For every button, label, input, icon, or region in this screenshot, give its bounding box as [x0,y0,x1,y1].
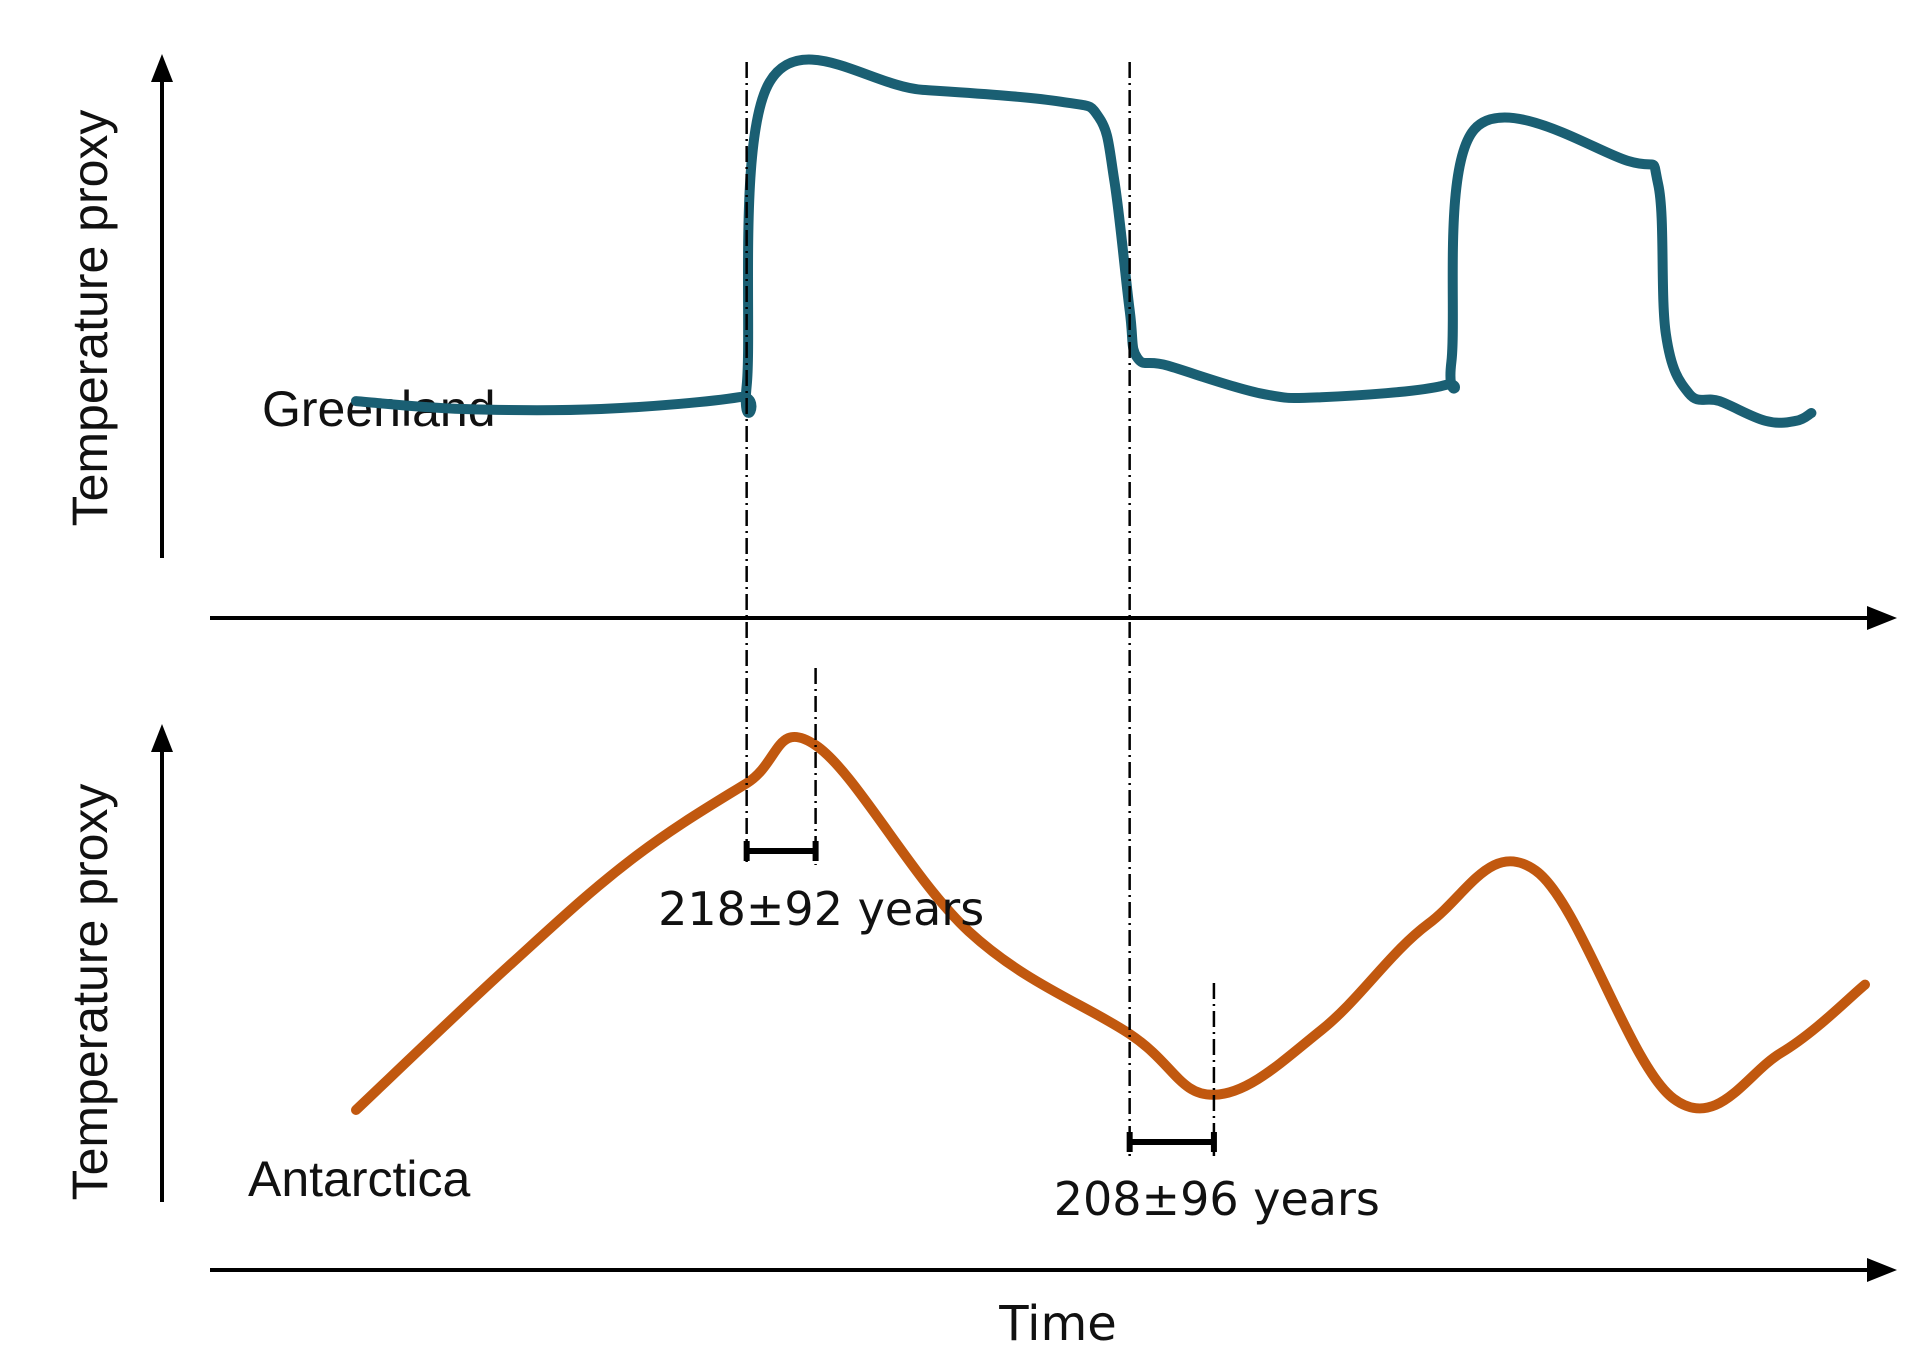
x-axis-title: Time [998,1296,1116,1352]
greenland-axes: Temperature proxy Greenland [62,54,1897,630]
antarctica-series-line [351,731,1870,1115]
lag-label: 218±92 years [658,882,984,936]
greenland-x-axis-arrow-icon [1867,606,1897,630]
greenland-y-axis-arrow-icon [151,54,173,82]
greenland-series-line [351,54,1817,428]
antarctica-y-axis-title: Temperature proxy [62,784,118,1201]
lag-bracket [1126,1132,1217,1152]
lag-bracket [743,841,819,861]
antarctica-y-axis-arrow-icon [151,724,173,752]
greenland-y-axis-title: Temperature proxy [62,110,118,527]
lag-label: 208±96 years [1054,1172,1380,1226]
antarctica-axes: Temperature proxy Antarctica [62,724,1897,1282]
antarctica-series-label: Antarctica [248,1151,471,1207]
lag-annotations: 218±92 years 208±96 years [658,62,1380,1226]
antarctica-x-axis-arrow-icon [1867,1258,1897,1282]
